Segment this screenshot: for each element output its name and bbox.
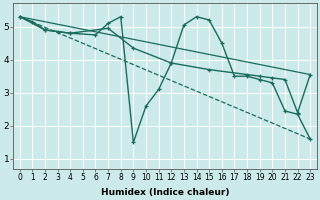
X-axis label: Humidex (Indice chaleur): Humidex (Indice chaleur) <box>101 188 229 197</box>
